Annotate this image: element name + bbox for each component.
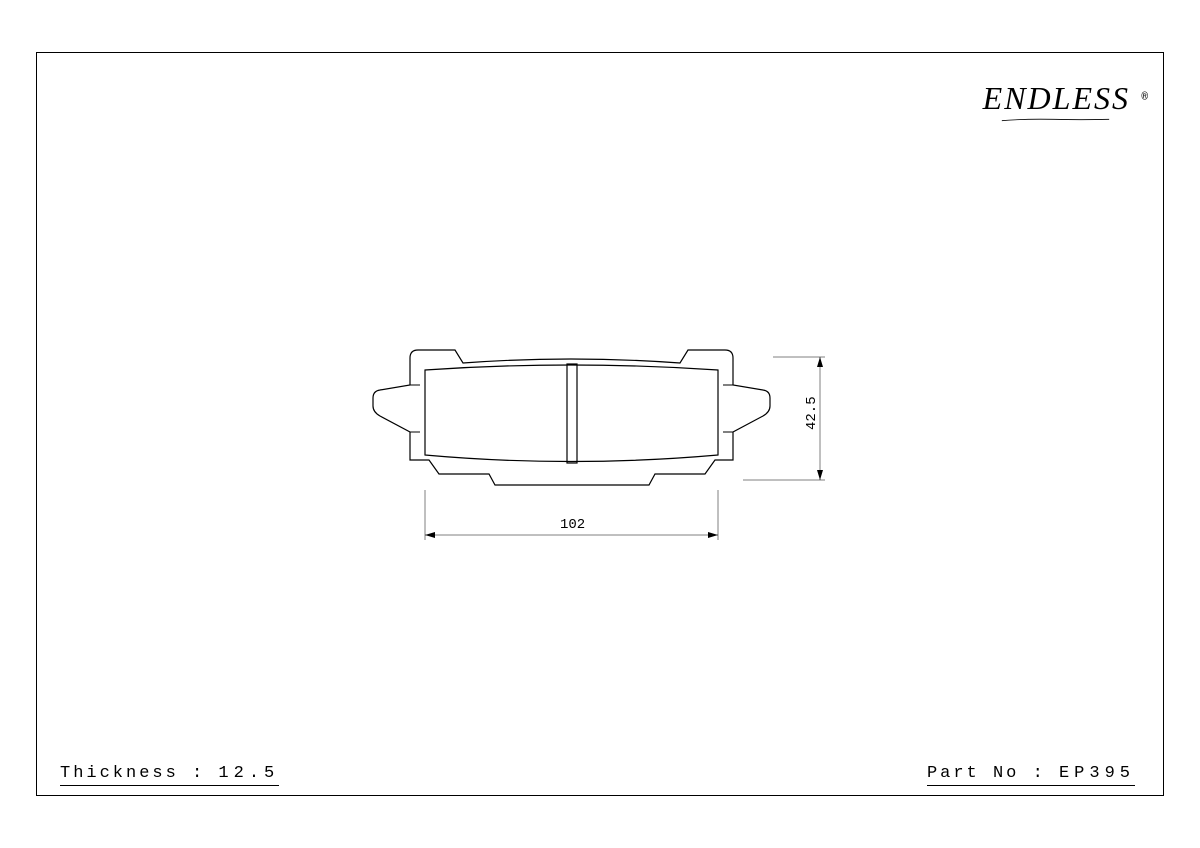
partno-label: Part No : EP395 — [927, 764, 1135, 786]
pad-center-slot — [567, 364, 577, 463]
registered-mark: ® — [1141, 92, 1148, 104]
dim-height-value: 42.5 — [804, 396, 820, 430]
logo-underline — [973, 118, 1138, 122]
dimension-width: 102 — [425, 490, 718, 540]
thickness-value: 12.5 — [218, 764, 279, 783]
brake-pad-drawing: 102 42.5 — [345, 340, 905, 620]
partno-key: Part No : — [927, 764, 1046, 783]
partno-value: EP395 — [1059, 764, 1135, 783]
dim-width-value: 102 — [560, 517, 585, 533]
thickness-label: Thickness : 12.5 — [60, 764, 279, 786]
pad-outline — [373, 350, 770, 485]
brand-logo: ENDLESS — [983, 80, 1130, 117]
thickness-key: Thickness : — [60, 764, 205, 783]
dimension-height: 42.5 — [743, 357, 825, 480]
pad-inner-surface — [425, 365, 718, 462]
